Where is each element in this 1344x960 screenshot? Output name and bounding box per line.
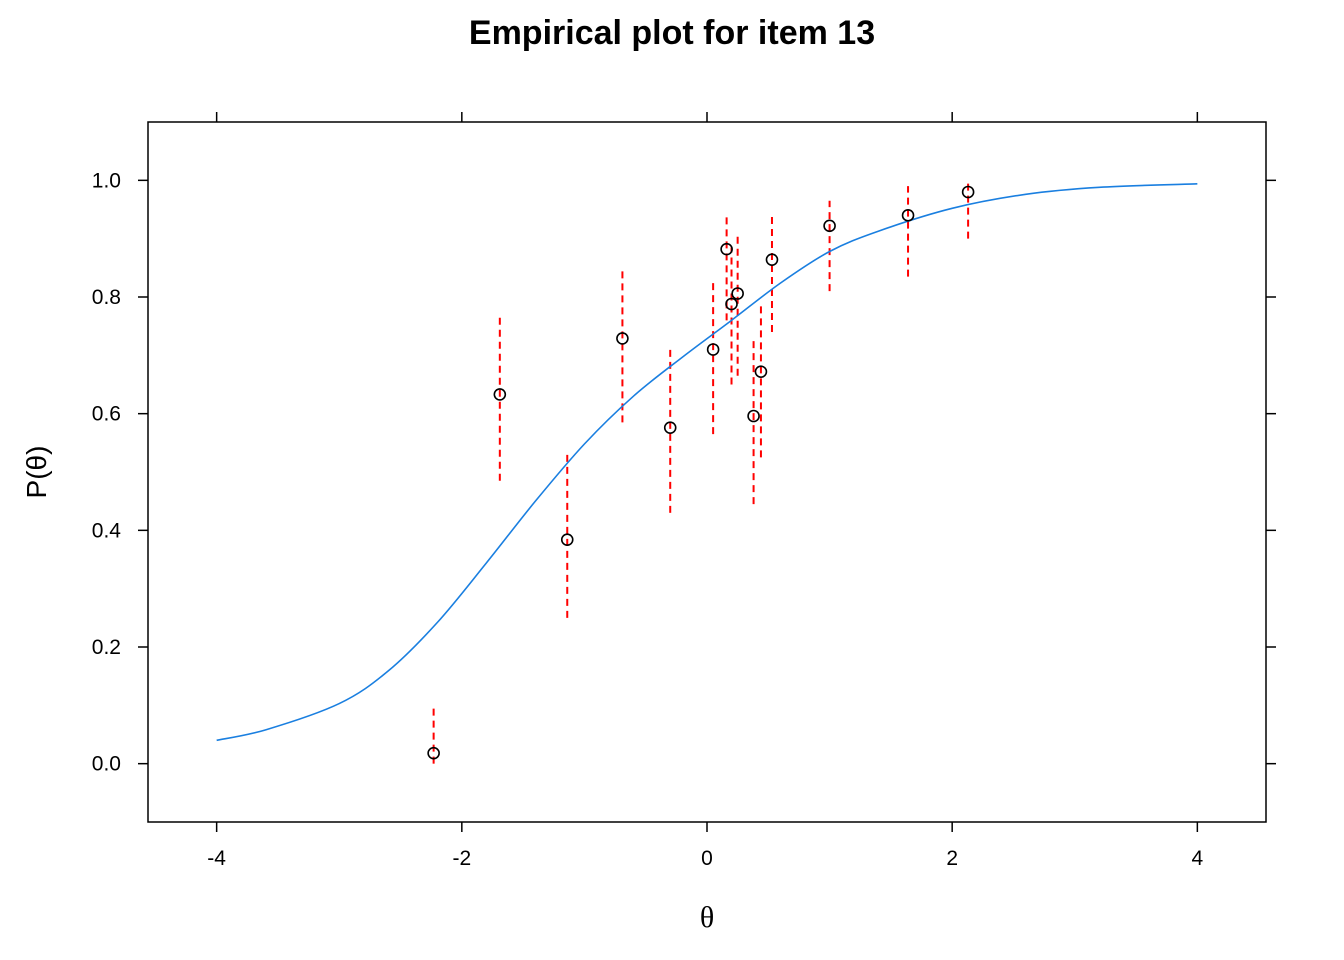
- error-bars: [432, 180, 970, 764]
- data-point: [754, 365, 768, 378]
- data-point: [616, 332, 629, 345]
- y-tick-label: 0.2: [92, 636, 121, 659]
- y-tick-label: 0.6: [92, 403, 121, 426]
- icc-curve: [216, 183, 1198, 742]
- x-axis: -4 -2 0 2 4: [207, 112, 1204, 870]
- data-point: [823, 219, 836, 233]
- data-point: [961, 185, 975, 199]
- x-tick-label: 2: [946, 847, 958, 870]
- data-point: [765, 253, 779, 266]
- data-point: [493, 388, 507, 401]
- y-axis-label: P(θ): [21, 446, 52, 499]
- chart-title: Empirical plot for item 13: [469, 14, 875, 52]
- data-point: [731, 287, 744, 300]
- x-tick-label: -4: [207, 847, 226, 870]
- y-axis: 0.0 0.2 0.4 0.6 0.8 1.0: [92, 169, 1276, 776]
- data-point: [725, 297, 738, 311]
- data-point: [663, 421, 677, 434]
- plot-frame: [147, 121, 1267, 823]
- x-tick-label: -2: [452, 847, 471, 870]
- x-tick-label: 0: [701, 847, 713, 870]
- y-tick-label: 0.8: [92, 286, 121, 309]
- x-axis-label: θ: [700, 901, 714, 934]
- data-point: [720, 242, 733, 256]
- data-point: [706, 343, 720, 356]
- data-point: [901, 209, 915, 222]
- y-tick-label: 0.0: [92, 753, 121, 776]
- data-point: [427, 746, 440, 760]
- data-points: [427, 185, 975, 760]
- data-point: [747, 409, 760, 423]
- y-tick-label: 0.4: [92, 519, 122, 542]
- data-point: [560, 533, 574, 546]
- y-tick-label: 1.0: [92, 169, 121, 192]
- x-tick-label: 4: [1192, 847, 1204, 870]
